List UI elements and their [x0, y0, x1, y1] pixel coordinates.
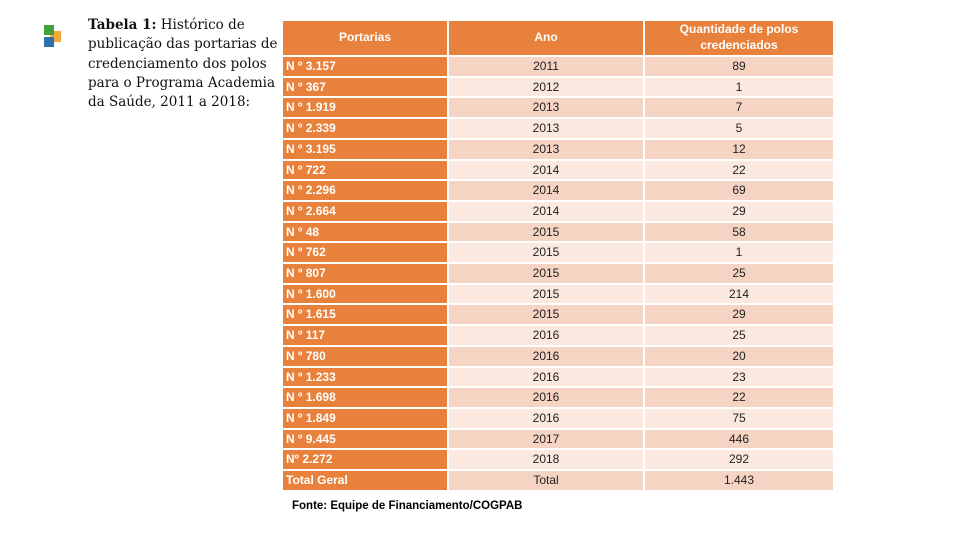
ano-cell: 2012	[449, 77, 643, 97]
table-row: N º 117 2016 25	[283, 326, 833, 345]
portaria-cell: N º 1.600	[283, 284, 447, 304]
quantidade-cell: 25	[645, 264, 833, 283]
portaria-cell: N º 367	[283, 77, 447, 97]
ano-cell: 2016	[449, 367, 643, 387]
quantidade-cell: 75	[645, 408, 833, 428]
ano-cell: 2014	[449, 201, 643, 221]
quantidade-cell: 1.443	[645, 471, 833, 490]
table-row: N º 2.664 2014 29	[283, 201, 833, 221]
table-caption-text: Histórico de publicação das portarias de…	[88, 17, 278, 111]
blue-square-icon	[44, 37, 54, 47]
quantidade-cell: 214	[645, 284, 833, 304]
quantidade-cell: 292	[645, 450, 833, 470]
column-header-quantidade: Quantidade de polos credenciados	[645, 21, 833, 55]
ano-cell: 2017	[449, 429, 643, 449]
ano-cell: 2015	[449, 305, 643, 325]
table-row: N º 1.233 2016 23	[283, 367, 833, 387]
orange-square-icon	[50, 31, 61, 42]
portaria-cell: N º 2.296	[283, 181, 447, 200]
portaria-cell: N º 807	[283, 264, 447, 283]
ano-cell: 2011	[449, 57, 643, 76]
table-row: N º 1.698 2016 22	[283, 388, 833, 407]
ano-cell: 2015	[449, 243, 643, 263]
portaria-cell: N º 762	[283, 243, 447, 263]
quantidade-cell: 89	[645, 57, 833, 76]
table-row: N º 3.195 2013 12	[283, 139, 833, 159]
quantidade-cell: 22	[645, 388, 833, 407]
portaria-cell: N º 1.233	[283, 367, 447, 387]
quantidade-cell: 446	[645, 429, 833, 449]
bullet-logo-icon	[38, 22, 66, 52]
quantidade-cell: 23	[645, 367, 833, 387]
portaria-cell: N º 48	[283, 222, 447, 242]
portaria-cell: N º 2.339	[283, 119, 447, 138]
table-row: N º 807 2015 25	[283, 264, 833, 283]
portaria-cell: Total Geral	[283, 471, 447, 490]
column-header-ano: Ano	[449, 21, 643, 55]
quantidade-cell: 25	[645, 326, 833, 345]
quantidade-cell: 7	[645, 98, 833, 118]
table-caption-label: Tabela 1:	[88, 17, 157, 33]
quantidade-cell: 12	[645, 139, 833, 159]
quantidade-cell: 1	[645, 77, 833, 97]
table-row: N º 48 2015 58	[283, 222, 833, 242]
table-row: Nº 2.272 2018 292	[283, 450, 833, 470]
ano-cell: 2016	[449, 326, 643, 345]
ano-cell: 2015	[449, 264, 643, 283]
ano-cell: 2016	[449, 388, 643, 407]
table-row: N º 3.157 2011 89	[283, 57, 833, 76]
table-row: N º 1.919 2013 7	[283, 98, 833, 118]
table-row: N º 9.445 2017 446	[283, 429, 833, 449]
ano-cell: Total	[449, 471, 643, 490]
table-caption: Tabela 1: Histórico de publicação das po…	[88, 16, 286, 112]
quantidade-cell: 29	[645, 305, 833, 325]
quantidade-cell: 20	[645, 346, 833, 366]
ano-cell: 2013	[449, 98, 643, 118]
ano-cell: 2013	[449, 139, 643, 159]
quantidade-cell: 22	[645, 160, 833, 180]
table-row: N º 762 2015 1	[283, 243, 833, 263]
portaria-cell: N º 1.919	[283, 98, 447, 118]
ano-cell: 2015	[449, 284, 643, 304]
table-header-row: Portarias Ano Quantidade de polos creden…	[283, 21, 833, 55]
portaria-cell: Nº 2.272	[283, 450, 447, 470]
portaria-cell: N º 1.849	[283, 408, 447, 428]
table-row: N º 780 2016 20	[283, 346, 833, 366]
portaria-cell: N º 780	[283, 346, 447, 366]
ano-cell: 2016	[449, 346, 643, 366]
ano-cell: 2015	[449, 222, 643, 242]
table-row: N º 722 2014 22	[283, 160, 833, 180]
quantidade-cell: 5	[645, 119, 833, 138]
portaria-cell: N º 1.615	[283, 305, 447, 325]
portaria-cell: N º 722	[283, 160, 447, 180]
table-row: N º 1.615 2015 29	[283, 305, 833, 325]
quantidade-cell: 29	[645, 201, 833, 221]
quantidade-cell: 58	[645, 222, 833, 242]
column-header-portarias: Portarias	[283, 21, 447, 55]
portaria-cell: N º 9.445	[283, 429, 447, 449]
quantidade-cell: 1	[645, 243, 833, 263]
table-row: N º 1.600 2015 214	[283, 284, 833, 304]
portarias-table: Portarias Ano Quantidade de polos creden…	[281, 19, 835, 492]
portaria-cell: N º 3.157	[283, 57, 447, 76]
table-row: N º 2.296 2014 69	[283, 181, 833, 200]
portaria-cell: N º 1.698	[283, 388, 447, 407]
total-row: Total Geral Total 1.443	[283, 471, 833, 490]
portaria-cell: N º 2.664	[283, 201, 447, 221]
table-row: N º 1.849 2016 75	[283, 408, 833, 428]
table-row: N º 367 2012 1	[283, 77, 833, 97]
portaria-cell: N º 3.195	[283, 139, 447, 159]
green-square-icon	[44, 25, 54, 35]
portaria-cell: N º 117	[283, 326, 447, 345]
source-note: Fonte: Equipe de Financiamento/COGPAB	[292, 500, 523, 512]
ano-cell: 2018	[449, 450, 643, 470]
table-row: N º 2.339 2013 5	[283, 119, 833, 138]
ano-cell: 2014	[449, 160, 643, 180]
ano-cell: 2016	[449, 408, 643, 428]
ano-cell: 2014	[449, 181, 643, 200]
quantidade-cell: 69	[645, 181, 833, 200]
ano-cell: 2013	[449, 119, 643, 138]
